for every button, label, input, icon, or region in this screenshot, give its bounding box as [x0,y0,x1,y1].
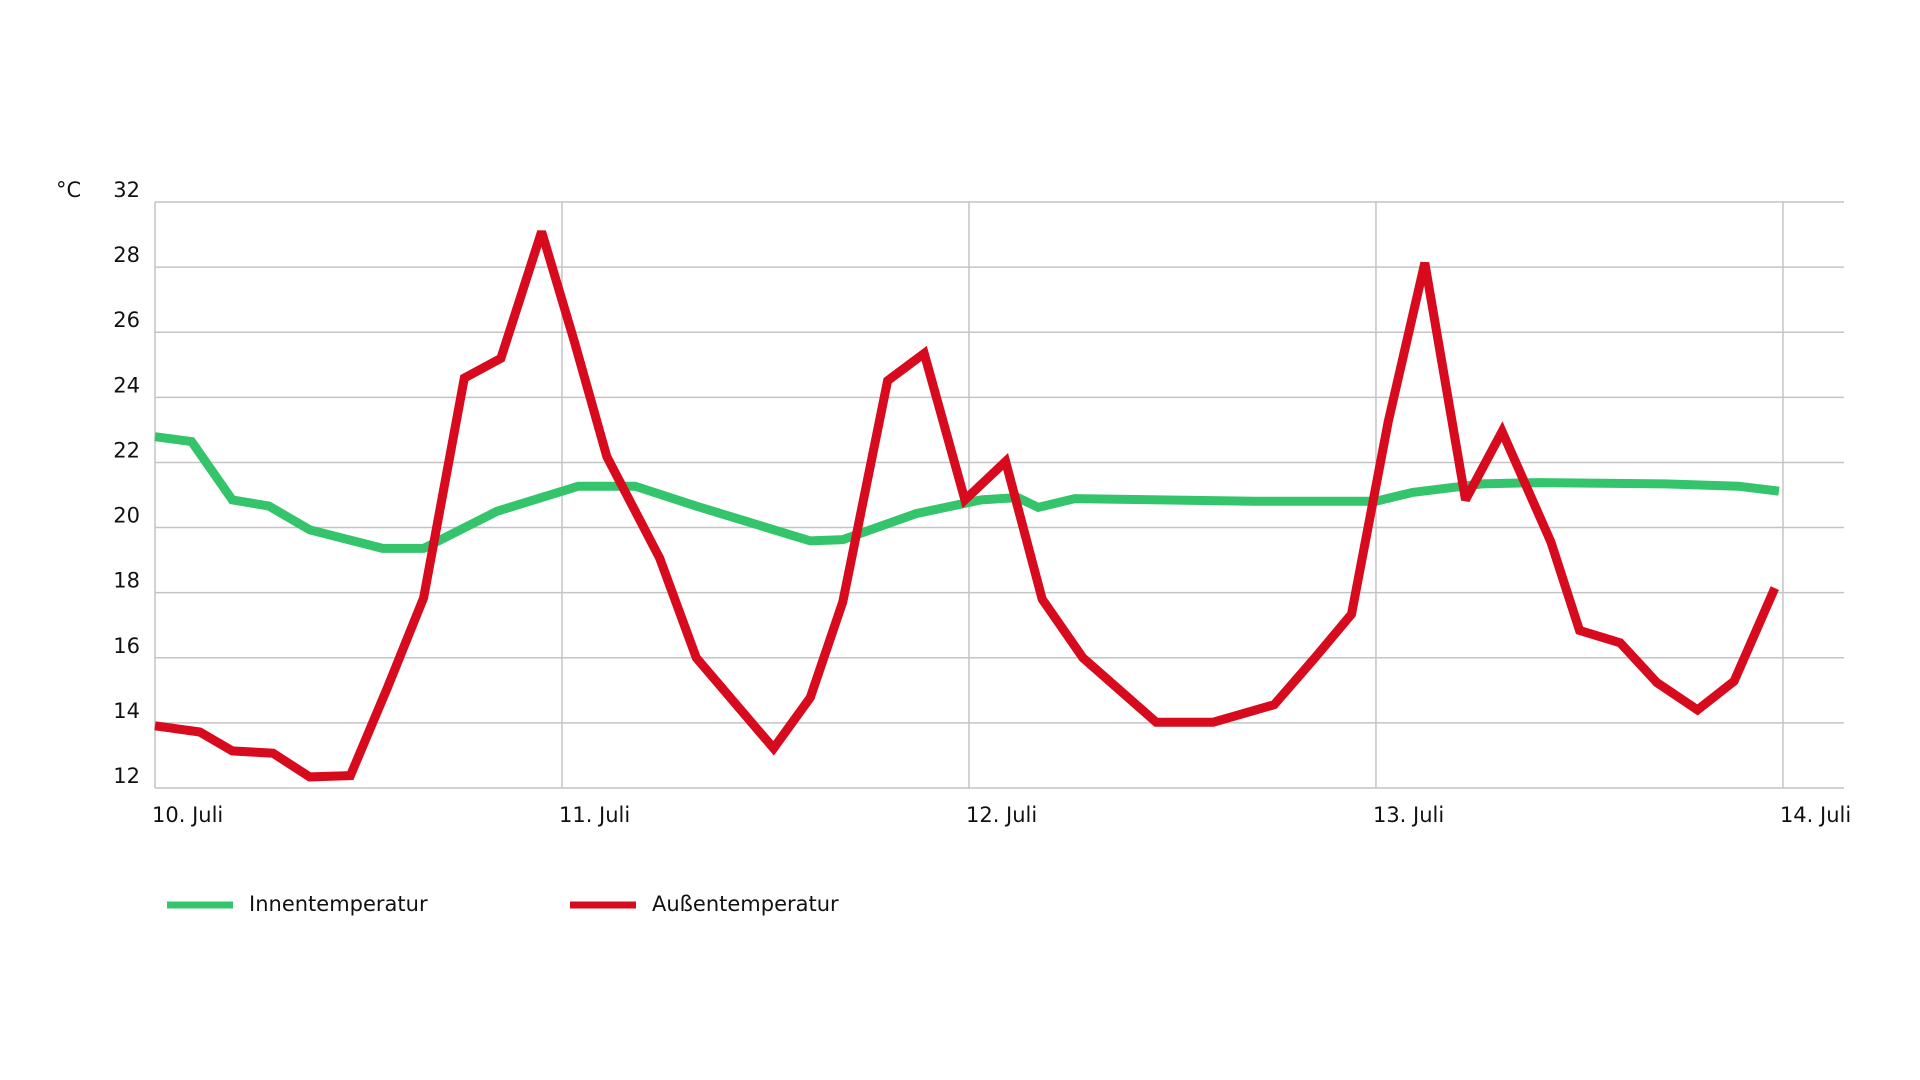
y-tick-label: 14 [113,699,140,723]
y-tick-label: 12 [113,764,140,788]
y-tick-label: 20 [113,504,140,528]
legend-label: Außentemperatur [652,892,839,916]
y-tick-label: 18 [113,569,140,593]
x-tick-label: 14. Juli [1780,803,1851,827]
y-tick-label: 28 [113,243,140,267]
y-tick-label: 24 [113,373,140,397]
series-line [154,230,1779,782]
y-unit: °C [56,178,81,202]
y-tick-label: 22 [113,438,140,462]
x-tick-label: 13. Juli [1373,803,1444,827]
y-tick-label: 16 [113,634,140,658]
x-tick-label: 10. Juli [152,803,223,827]
legend-label: Innentemperatur [249,892,428,916]
x-tick-label: 12. Juli [966,803,1037,827]
y-tick-label: 26 [113,308,140,332]
y-tick-label: 32 [113,178,140,202]
x-tick-label: 11. Juli [559,803,630,827]
